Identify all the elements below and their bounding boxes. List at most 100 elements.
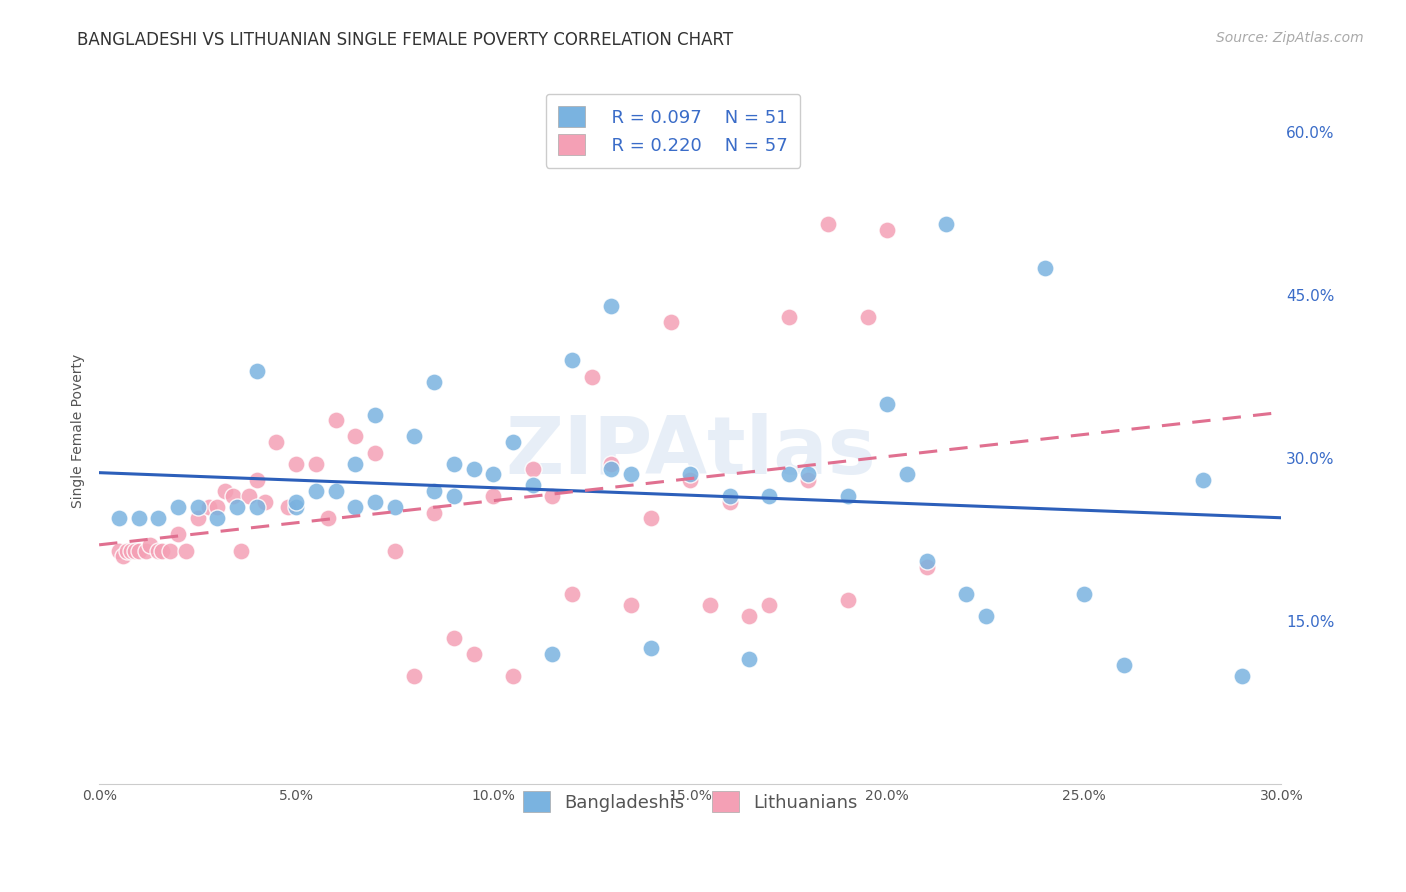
Point bbox=[246, 473, 269, 487]
Point bbox=[344, 457, 367, 471]
Point bbox=[640, 511, 662, 525]
Point bbox=[443, 457, 465, 471]
Point bbox=[600, 462, 623, 476]
Point bbox=[167, 527, 190, 541]
Point bbox=[120, 543, 142, 558]
Point bbox=[1073, 587, 1095, 601]
Point bbox=[600, 457, 623, 471]
Point bbox=[502, 434, 524, 449]
Point bbox=[187, 500, 209, 514]
Point bbox=[817, 217, 839, 231]
Point bbox=[222, 489, 245, 503]
Point bbox=[718, 489, 741, 503]
Point bbox=[229, 543, 252, 558]
Point bbox=[935, 217, 957, 231]
Point bbox=[1191, 473, 1213, 487]
Point bbox=[423, 375, 446, 389]
Point bbox=[148, 543, 170, 558]
Point bbox=[443, 489, 465, 503]
Point bbox=[915, 560, 938, 574]
Point bbox=[659, 315, 682, 329]
Point bbox=[620, 467, 643, 482]
Point bbox=[404, 429, 426, 443]
Text: BANGLADESHI VS LITHUANIAN SINGLE FEMALE POVERTY CORRELATION CHART: BANGLADESHI VS LITHUANIAN SINGLE FEMALE … bbox=[77, 31, 734, 49]
Point bbox=[541, 647, 564, 661]
Point bbox=[679, 473, 702, 487]
Point bbox=[758, 489, 780, 503]
Point bbox=[502, 668, 524, 682]
Point bbox=[541, 489, 564, 503]
Point bbox=[384, 543, 406, 558]
Point bbox=[128, 511, 150, 525]
Point bbox=[384, 500, 406, 514]
Point bbox=[896, 467, 918, 482]
Point bbox=[581, 369, 603, 384]
Point bbox=[1033, 260, 1056, 275]
Point bbox=[404, 668, 426, 682]
Point bbox=[325, 413, 347, 427]
Point bbox=[167, 500, 190, 514]
Point bbox=[159, 543, 181, 558]
Point bbox=[974, 608, 997, 623]
Point bbox=[463, 647, 485, 661]
Point bbox=[364, 494, 387, 508]
Point bbox=[758, 598, 780, 612]
Point bbox=[316, 511, 339, 525]
Y-axis label: Single Female Poverty: Single Female Poverty bbox=[72, 354, 86, 508]
Point bbox=[253, 494, 276, 508]
Point bbox=[344, 500, 367, 514]
Point bbox=[797, 467, 820, 482]
Point bbox=[1230, 668, 1253, 682]
Point bbox=[837, 489, 859, 503]
Point bbox=[561, 353, 583, 368]
Point bbox=[482, 489, 505, 503]
Point bbox=[207, 511, 229, 525]
Point bbox=[423, 506, 446, 520]
Point bbox=[778, 310, 800, 324]
Point bbox=[423, 483, 446, 498]
Point bbox=[226, 500, 249, 514]
Point bbox=[699, 598, 721, 612]
Point bbox=[1112, 657, 1135, 672]
Point bbox=[600, 299, 623, 313]
Point bbox=[174, 543, 197, 558]
Legend: Bangladeshis, Lithuanians: Bangladeshis, Lithuanians bbox=[510, 779, 870, 825]
Point bbox=[214, 483, 236, 498]
Point bbox=[139, 538, 162, 552]
Point bbox=[955, 587, 977, 601]
Point bbox=[778, 467, 800, 482]
Point bbox=[738, 608, 761, 623]
Point bbox=[443, 631, 465, 645]
Point bbox=[108, 511, 131, 525]
Point bbox=[364, 408, 387, 422]
Point bbox=[187, 511, 209, 525]
Point bbox=[856, 310, 879, 324]
Point bbox=[111, 549, 134, 563]
Point bbox=[285, 494, 308, 508]
Point bbox=[135, 543, 157, 558]
Point bbox=[915, 554, 938, 568]
Point bbox=[738, 652, 761, 666]
Point bbox=[207, 500, 229, 514]
Point bbox=[305, 457, 328, 471]
Point bbox=[344, 429, 367, 443]
Point bbox=[640, 641, 662, 656]
Text: Source: ZipAtlas.com: Source: ZipAtlas.com bbox=[1216, 31, 1364, 45]
Text: ZIPAtlas: ZIPAtlas bbox=[505, 413, 876, 491]
Point bbox=[364, 445, 387, 459]
Point bbox=[718, 494, 741, 508]
Point bbox=[620, 598, 643, 612]
Point bbox=[108, 543, 131, 558]
Point bbox=[266, 434, 288, 449]
Point bbox=[522, 462, 544, 476]
Point bbox=[285, 457, 308, 471]
Point bbox=[837, 592, 859, 607]
Point bbox=[325, 483, 347, 498]
Point bbox=[246, 500, 269, 514]
Point bbox=[797, 473, 820, 487]
Point bbox=[305, 483, 328, 498]
Point bbox=[679, 467, 702, 482]
Point bbox=[198, 500, 221, 514]
Point bbox=[246, 364, 269, 378]
Point bbox=[561, 587, 583, 601]
